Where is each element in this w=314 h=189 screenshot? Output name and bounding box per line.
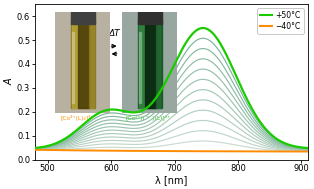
Text: [Co²⁺(L⁺˙)(L)]³⁺: [Co²⁺(L⁺˙)(L)]³⁺ [126, 115, 171, 121]
Y-axis label: A: A [4, 79, 14, 85]
Text: ΔT: ΔT [108, 29, 120, 38]
Legend: +50°C, −40°C: +50°C, −40°C [257, 8, 304, 34]
Text: [Co³⁺(L)₂]³⁺: [Co³⁺(L)₂]³⁺ [61, 115, 94, 121]
X-axis label: λ [nm]: λ [nm] [155, 175, 187, 185]
